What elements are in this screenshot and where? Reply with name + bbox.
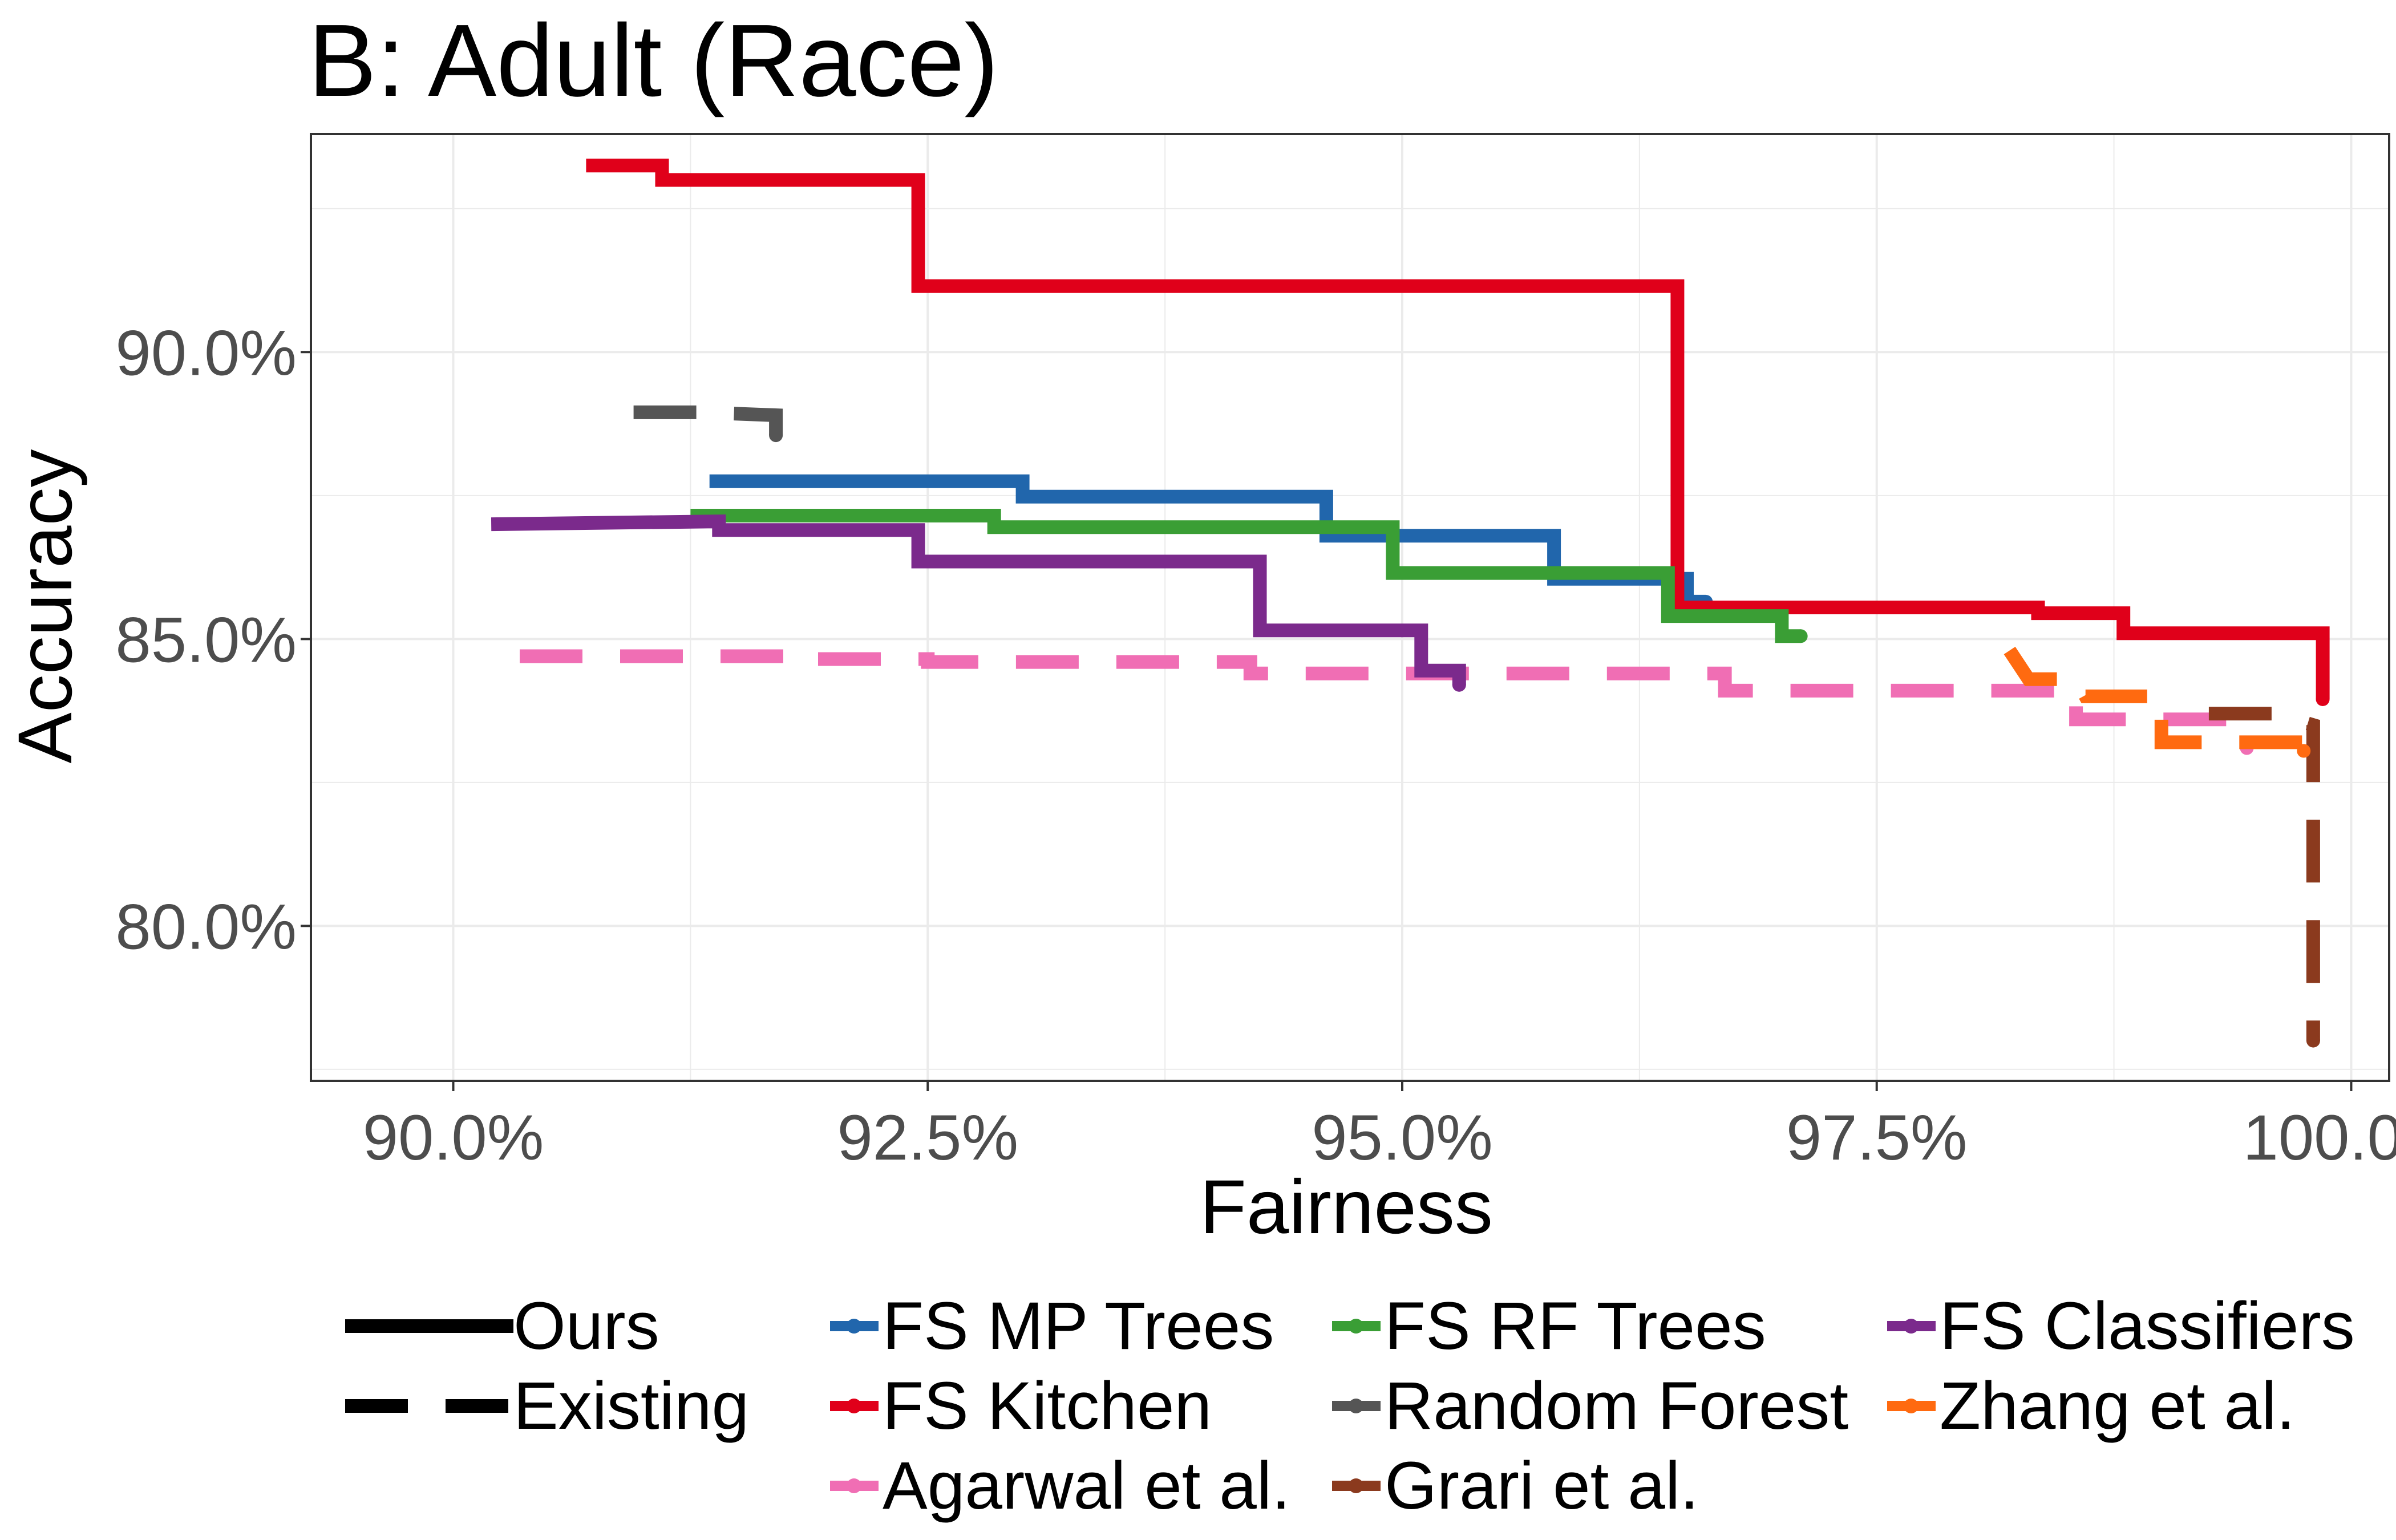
legend-label: FS Classifiers <box>1940 1288 2355 1364</box>
legend-key-point <box>1904 1319 1919 1334</box>
legend-key-point <box>1349 1478 1363 1493</box>
legend-label: FS MP Trees <box>883 1288 1274 1364</box>
x-tick-label: 90.0% <box>363 1102 544 1173</box>
legend-label: Grari et al. <box>1385 1448 1699 1523</box>
series-line <box>586 159 2330 699</box>
linetype-label: Ours <box>513 1288 659 1364</box>
legend-key-point <box>847 1399 861 1413</box>
x-tick-label: 92.5% <box>837 1102 1018 1173</box>
series-end-point <box>769 428 783 443</box>
series-end-point <box>2297 744 2311 758</box>
legend-key-point <box>1904 1399 1919 1413</box>
legend-label: FS RF Trees <box>1385 1288 1766 1364</box>
series-end-point <box>1794 629 1808 643</box>
y-tick-label: 80.0% <box>115 891 297 962</box>
plot-series <box>491 159 2330 1048</box>
y-tick-label: 90.0% <box>115 317 297 388</box>
legend-key-point <box>1349 1319 1363 1334</box>
x-tick-label: 97.5% <box>1786 1102 1968 1173</box>
series-end-point <box>2316 692 2330 706</box>
series-line <box>491 514 1466 685</box>
y-tick-label: 85.0% <box>115 604 297 675</box>
x-tick-label: 95.0% <box>1312 1102 1493 1173</box>
y-axis-ticks: 80.0% 85.0% 90.0% <box>115 317 311 962</box>
y-axis-label: Accuracy <box>3 449 88 763</box>
series-line <box>2208 707 2320 1041</box>
series-line <box>520 649 2254 748</box>
series-end-point <box>1452 678 1466 692</box>
chart-title: B: Adult (Race) <box>308 3 999 118</box>
legend-label: Agarwal et al. <box>883 1448 1290 1523</box>
legend-label: FS Kitchen <box>883 1368 1212 1444</box>
linetype-label: Existing <box>513 1368 749 1444</box>
legend-key-point <box>847 1478 861 1493</box>
x-axis-label: Fairness <box>1200 1165 1493 1250</box>
series-end-point <box>2306 1034 2320 1048</box>
legend-key-point <box>847 1319 861 1334</box>
series-line <box>709 474 1706 609</box>
x-tick-label: 100.0% <box>2243 1102 2396 1173</box>
legend-label: Random Forest <box>1385 1368 1848 1444</box>
series-line <box>633 405 783 436</box>
legend-key-point <box>1349 1399 1363 1413</box>
legend-label: Zhang et al. <box>1940 1368 2295 1444</box>
series-line <box>690 509 1801 643</box>
series-line <box>2004 646 2311 751</box>
x-axis-ticks: 90.0% 92.5% 95.0% 97.5% 100.0% <box>363 1081 2396 1173</box>
panel-border <box>310 133 2390 1082</box>
